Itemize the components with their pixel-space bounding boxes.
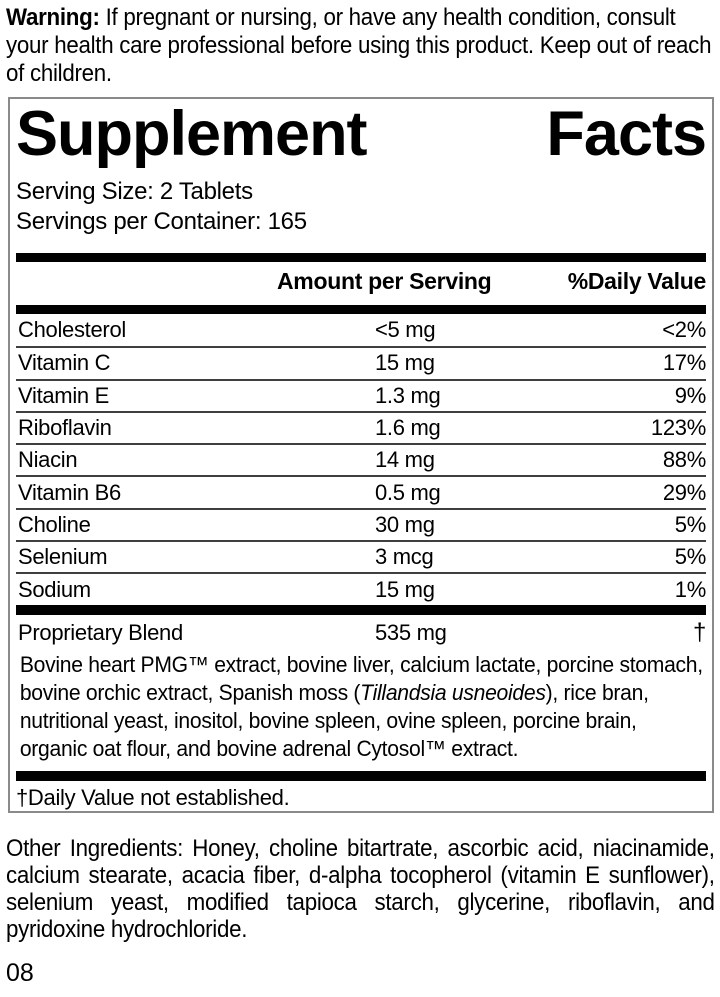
- table-row: Choline 30 mg 5%: [16, 507, 707, 540]
- warning-text: Warning: If pregnant or nursing, or have…: [6, 4, 715, 88]
- nutrient-dv: 9%: [674, 382, 707, 408]
- supplement-facts-panel: Supplement Facts Serving Size: 2 Tablets…: [8, 97, 714, 813]
- divider-bar-top: [16, 253, 706, 262]
- blend-name: Proprietary Blend: [18, 619, 183, 645]
- blend-amount: 535 mg: [375, 619, 447, 645]
- page-code: 08: [6, 959, 34, 987]
- serving-size: Serving Size: 2 Tablets: [16, 178, 253, 205]
- nutrient-name: Selenium: [18, 544, 108, 570]
- nutrient-amount: 3 mcg: [375, 544, 434, 570]
- nutrient-amount: 1.6 mg: [375, 415, 441, 441]
- table-row: Selenium 3 mcg 5%: [16, 540, 706, 572]
- table-row: Vitamin C 15 mg 17%: [16, 346, 706, 378]
- nutrient-amount: 0.5 mg: [375, 479, 441, 505]
- daily-value-footnote: †Daily Value not established.: [16, 784, 290, 810]
- nutrient-name: Vitamin B6: [18, 479, 121, 505]
- nutrient-name: Sodium: [18, 576, 91, 602]
- table-header: Amount per Serving %Daily Value: [16, 262, 706, 305]
- blend-description: Bovine heart PMG™ extract, bovine liver,…: [16, 651, 703, 763]
- nutrient-table: Cholesterol <5 mg <2% Vitamin C 15 mg 17…: [16, 314, 706, 605]
- panel-title: Supplement Facts: [16, 99, 707, 169]
- nutrient-name: Choline: [18, 511, 91, 537]
- table-row: Niacin 14 mg 88%: [16, 443, 706, 475]
- blend-description-part2: ), rice bran, nutritional yeast, inosito…: [19, 679, 649, 761]
- nutrient-name: Cholesterol: [18, 317, 126, 343]
- other-ingredients: Other Ingredients: Honey, choline bitart…: [6, 835, 715, 943]
- nutrient-dv: <2%: [662, 317, 706, 343]
- nutrient-name: Niacin: [18, 447, 78, 473]
- nutrient-amount: <5 mg: [375, 317, 436, 343]
- table-row: Cholesterol <5 mg <2%: [16, 314, 706, 346]
- divider-bar-header: [16, 305, 706, 314]
- table-row: Riboflavin 1.6 mg 123%: [16, 410, 706, 443]
- nutrient-name: Vitamin C: [18, 350, 111, 376]
- daily-value-header: %Daily Value: [567, 268, 707, 294]
- divider-bar-blend: [16, 604, 706, 615]
- nutrient-dv: 1%: [674, 576, 707, 602]
- nutrient-amount: 15 mg: [375, 350, 435, 376]
- warning-body: If pregnant or nursing, or have any heal…: [6, 4, 712, 87]
- amount-per-serving-header: Amount per Serving: [277, 268, 492, 294]
- divider-bar-footnote: [16, 770, 706, 781]
- nutrient-dv: 123%: [650, 415, 706, 441]
- blend-dagger: †: [692, 618, 706, 646]
- warning-label: Warning:: [6, 4, 100, 31]
- nutrient-amount: 14 mg: [375, 447, 435, 473]
- nutrient-dv: 17%: [662, 350, 706, 376]
- proprietary-blend-row: Proprietary Blend 535 mg †: [16, 615, 706, 651]
- nutrient-dv: 5%: [674, 511, 707, 537]
- table-row: Vitamin E 1.3 mg 9%: [16, 378, 707, 411]
- nutrient-dv: 29%: [662, 479, 706, 505]
- nutrient-amount: 30 mg: [375, 511, 435, 537]
- nutrient-dv: 5%: [674, 544, 707, 570]
- supplement-label: { "warning": { "label": "Warning:", "tex…: [0, 4, 720, 997]
- nutrient-dv: 88%: [662, 447, 706, 473]
- table-row: Vitamin B6 0.5 mg 29%: [16, 475, 706, 507]
- blend-description-part1: Bovine heart PMG™ extract, bovine liver,…: [19, 651, 703, 705]
- table-row: Sodium 15 mg 1%: [16, 572, 706, 604]
- nutrient-name: Vitamin E: [18, 382, 110, 408]
- nutrient-amount: 15 mg: [375, 576, 435, 602]
- nutrient-amount: 1.3 mg: [375, 382, 441, 408]
- nutrient-name: Riboflavin: [18, 415, 112, 441]
- servings-per-container: Servings per Container: 165: [16, 208, 307, 235]
- blend-description-latin-name: Tillandsia usneoides: [360, 679, 546, 705]
- serving-info: Serving Size: 2 Tablets Servings per Con…: [16, 177, 706, 237]
